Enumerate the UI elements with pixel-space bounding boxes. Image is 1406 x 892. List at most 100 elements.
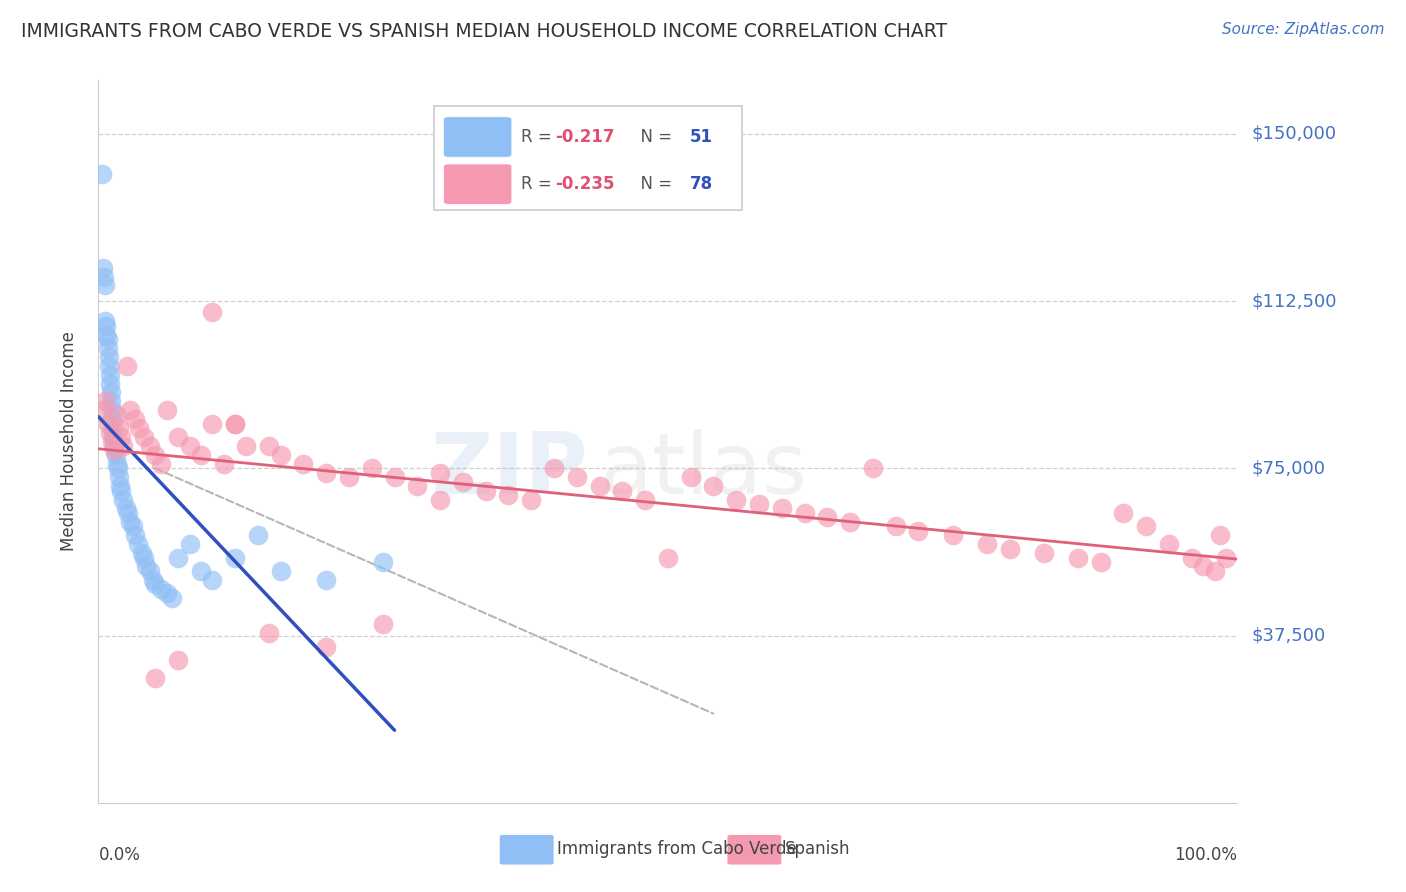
Point — [179, 537, 201, 551]
Point — [1215, 550, 1237, 565]
Point — [98, 376, 121, 391]
Point — [543, 461, 565, 475]
Point — [702, 479, 724, 493]
Point — [124, 412, 146, 426]
Point — [657, 550, 679, 565]
Point — [104, 448, 127, 462]
Point — [384, 470, 406, 484]
Point — [100, 385, 122, 400]
Point — [145, 448, 167, 462]
Point — [91, 260, 114, 275]
Point — [131, 546, 153, 560]
Point — [132, 550, 155, 565]
Text: R =: R = — [522, 175, 557, 194]
Point — [112, 439, 135, 453]
Point — [112, 492, 135, 507]
Text: 100.0%: 100.0% — [1174, 847, 1237, 864]
Point — [179, 439, 201, 453]
Point — [1181, 550, 1204, 565]
Point — [167, 653, 190, 667]
Point — [127, 537, 149, 551]
Point — [96, 417, 118, 431]
Text: $150,000: $150,000 — [1251, 125, 1336, 143]
Point — [145, 671, 167, 685]
Point — [793, 506, 815, 520]
Point — [429, 466, 451, 480]
Point — [1090, 555, 1112, 569]
Point — [360, 461, 382, 475]
Text: N =: N = — [630, 175, 678, 194]
Point — [224, 550, 246, 565]
Point — [96, 341, 118, 355]
Point — [94, 314, 117, 328]
Point — [839, 515, 862, 529]
Point — [815, 510, 838, 524]
Point — [94, 394, 117, 409]
Point — [520, 492, 543, 507]
Point — [98, 368, 121, 382]
Point — [1032, 546, 1054, 560]
Point — [201, 573, 224, 587]
Point — [1157, 537, 1180, 551]
Text: 0.0%: 0.0% — [98, 847, 141, 864]
Point — [235, 439, 257, 453]
Point — [679, 470, 702, 484]
Point — [976, 537, 998, 551]
Point — [167, 550, 190, 565]
Point — [97, 350, 120, 364]
Point — [315, 640, 337, 654]
Point — [588, 479, 610, 493]
Point — [634, 492, 657, 507]
Point — [103, 443, 125, 458]
Point — [101, 434, 124, 449]
Point — [1209, 528, 1232, 542]
Point — [156, 403, 179, 417]
Point — [103, 421, 125, 435]
Point — [1135, 519, 1157, 533]
Point — [120, 515, 142, 529]
Point — [94, 278, 117, 293]
Point — [162, 591, 184, 605]
Point — [246, 528, 269, 542]
Point — [108, 479, 131, 493]
Text: IMMIGRANTS FROM CABO VERDE VS SPANISH MEDIAN HOUSEHOLD INCOME CORRELATION CHART: IMMIGRANTS FROM CABO VERDE VS SPANISH ME… — [21, 22, 948, 41]
Point — [190, 564, 212, 578]
Point — [190, 448, 212, 462]
Point — [259, 439, 281, 453]
Point — [91, 403, 114, 417]
Text: Immigrants from Cabo Verde: Immigrants from Cabo Verde — [557, 840, 797, 858]
Point — [406, 479, 429, 493]
Point — [128, 421, 150, 435]
FancyBboxPatch shape — [727, 835, 782, 865]
Text: -0.217: -0.217 — [555, 128, 614, 146]
Text: $75,000: $75,000 — [1251, 459, 1326, 477]
Point — [259, 626, 281, 640]
Point — [270, 564, 292, 578]
Point — [315, 573, 337, 587]
Point — [942, 528, 965, 542]
Text: 78: 78 — [689, 175, 713, 194]
Point — [132, 430, 155, 444]
Point — [429, 492, 451, 507]
Point — [114, 501, 136, 516]
Point — [124, 528, 146, 542]
Text: atlas: atlas — [599, 429, 807, 512]
Point — [201, 305, 224, 319]
Point — [292, 457, 315, 471]
Point — [96, 327, 118, 342]
Point — [212, 457, 235, 471]
Text: N =: N = — [630, 128, 678, 146]
Point — [337, 470, 360, 484]
Text: $37,500: $37,500 — [1251, 626, 1326, 645]
Point — [1204, 564, 1226, 578]
Y-axis label: Median Household Income: Median Household Income — [59, 332, 77, 551]
Point — [90, 167, 112, 181]
Point — [862, 461, 884, 475]
Point — [101, 412, 124, 426]
FancyBboxPatch shape — [499, 835, 554, 865]
Text: R =: R = — [522, 128, 557, 146]
Point — [748, 497, 770, 511]
FancyBboxPatch shape — [443, 117, 512, 157]
Point — [371, 617, 394, 632]
Text: -0.235: -0.235 — [555, 175, 614, 194]
